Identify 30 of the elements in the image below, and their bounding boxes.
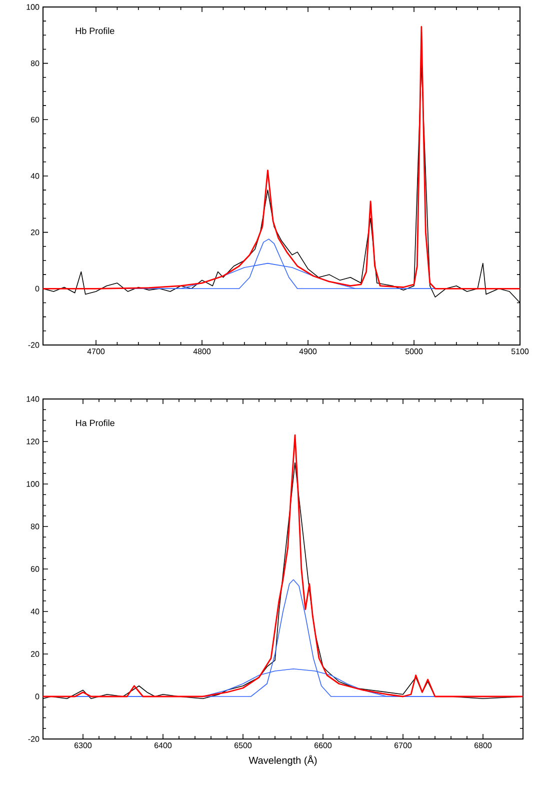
x-tick-label: 4700 [87, 348, 105, 354]
y-tick-label: 120 [26, 438, 40, 444]
x-tick-label: 4900 [299, 348, 317, 354]
y-tick-label: 80 [30, 60, 40, 66]
y-tick-label: 80 [30, 524, 40, 530]
x-tick-label: 6300 [74, 742, 92, 748]
x-axis-title: Wavelength (Å) [248, 755, 317, 766]
x-tick-label: 6500 [234, 742, 252, 748]
y-tick-label: 0 [35, 694, 40, 700]
y-tick-label: 100 [26, 481, 40, 487]
annotation: Ha Profile [76, 420, 114, 426]
y-tick-label: -20 [28, 736, 40, 742]
x-tick-label: 5000 [405, 348, 423, 354]
y-tick-label: 140 [26, 396, 40, 402]
x-tick-label: 4800 [193, 348, 211, 354]
y-tick-label: 60 [30, 566, 40, 572]
annotation: Hb Profile [76, 27, 114, 34]
y-tick-label: 20 [30, 229, 40, 236]
x-tick-label: 6600 [314, 742, 332, 748]
y-tick-label: 20 [30, 651, 40, 657]
x-tick-label: 6400 [154, 742, 172, 748]
y-tick-label: 0 [35, 286, 40, 292]
y-tick-label: -20 [28, 342, 40, 348]
x-tick-label: 6700 [394, 742, 412, 748]
y-tick-label: 40 [30, 608, 40, 614]
y-tick-label: 60 [30, 116, 40, 122]
x-tick-label: 5100 [511, 348, 529, 354]
y-tick-label: 100 [26, 4, 40, 10]
x-tick-label: 6800 [474, 742, 492, 748]
y-tick-label: 40 [30, 173, 40, 179]
